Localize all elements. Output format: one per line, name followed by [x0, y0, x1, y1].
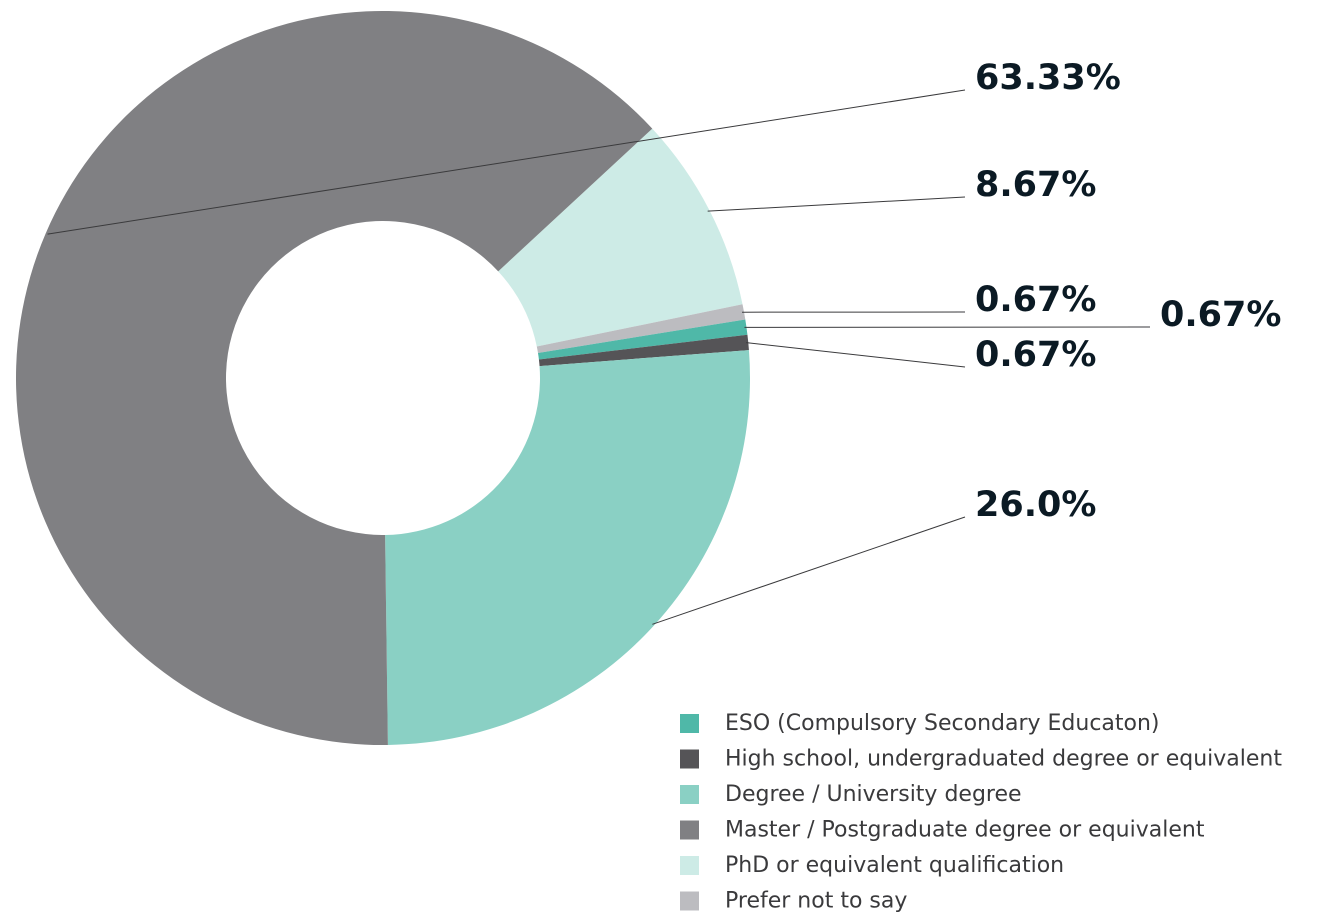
legend-label: Prefer not to say	[725, 889, 907, 914]
leader-line	[746, 342, 966, 368]
pie-slice	[498, 128, 743, 347]
data-label: 0.67%	[1160, 295, 1281, 335]
pie-slice	[16, 10, 653, 745]
legend-swatch	[680, 714, 699, 733]
pie-slice	[538, 334, 749, 367]
legend-swatch	[680, 891, 699, 911]
data-label: 8.67%	[975, 165, 1096, 205]
legend-label: High school, undergraduated degree or eq…	[725, 747, 1282, 772]
pie-slice	[385, 350, 750, 745]
legend-label: Degree / University degree	[725, 782, 1022, 807]
data-label: 26.0%	[975, 485, 1096, 525]
legend-label: PhD or equivalent qualification	[725, 853, 1064, 878]
legend-label: Master / Postgraduate degree or equivale…	[725, 818, 1205, 843]
legend-label: ESO (Compulsory Secondary Educaton)	[725, 711, 1160, 736]
data-label: 63.33%	[975, 58, 1121, 98]
data-label: 0.67%	[975, 335, 1096, 375]
leader-line	[47, 89, 966, 235]
legend-swatch	[680, 785, 699, 804]
data-label: 0.67%	[975, 280, 1096, 320]
legend-swatch	[680, 856, 699, 875]
legend-swatch	[680, 820, 699, 840]
leader-line	[707, 196, 966, 212]
pie-slice	[536, 304, 746, 353]
legend-swatch	[680, 749, 699, 769]
pie-slice	[537, 319, 748, 360]
leader-line	[652, 516, 966, 625]
